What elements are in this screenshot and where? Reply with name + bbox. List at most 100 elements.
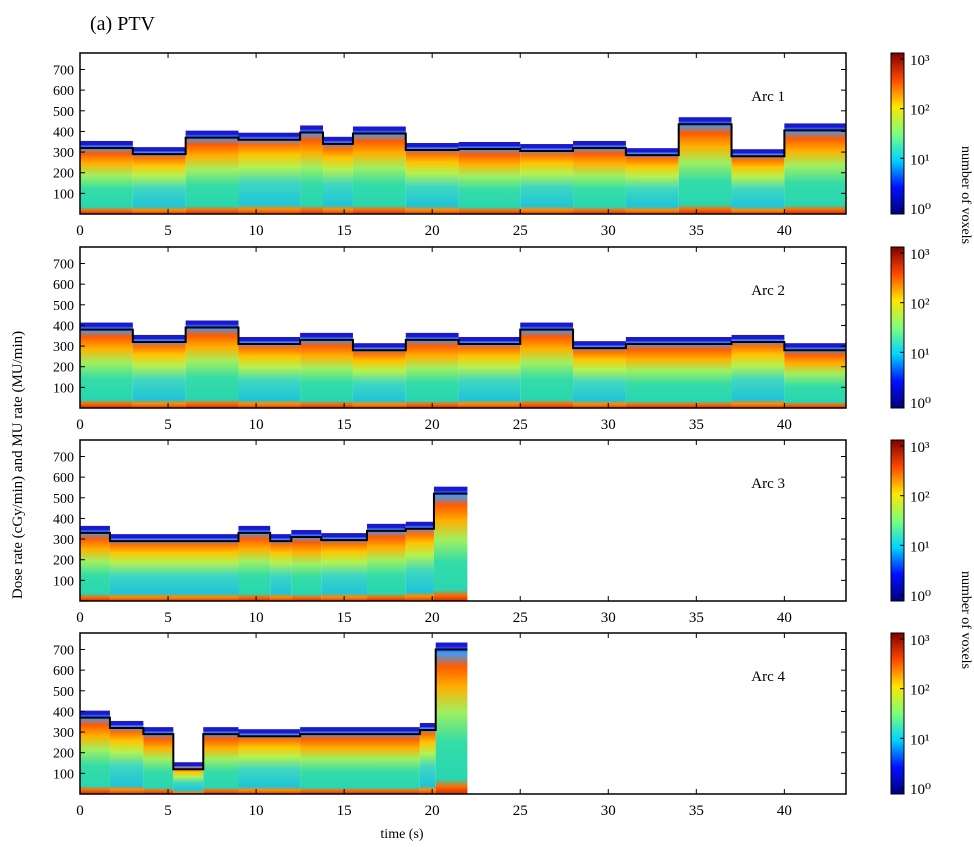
heatmap-column-top-edge	[291, 530, 322, 535]
heatmap-column	[405, 146, 459, 214]
heatmap-column	[132, 150, 186, 214]
x-tick-label: 25	[513, 223, 528, 239]
heatmap-column	[458, 144, 521, 214]
colorbar-tick-label: 10⁰	[910, 396, 931, 412]
panel-label: Arc 3	[751, 476, 785, 492]
mu-rate-line	[80, 123, 846, 158]
x-tick-label: 0	[76, 803, 84, 819]
colorbar-tick-label: 10⁰	[910, 202, 931, 218]
heatmap-column	[520, 325, 574, 408]
y-tick-label: 100	[53, 381, 74, 396]
heatmap-column	[352, 346, 406, 408]
heatmap-column	[80, 143, 133, 214]
x-tick-label: 30	[601, 223, 616, 239]
y-tick-label: 700	[53, 64, 74, 79]
heatmap-column	[573, 344, 626, 408]
mu-rate-line	[80, 648, 468, 771]
panel-arc-1: 0 5 10 15 20 25 30 35 40 100 200 300 400 500 600 700 Arc…	[53, 52, 931, 239]
heatmap-column-top-edge	[625, 337, 732, 342]
y-tick-label: 600	[53, 278, 74, 293]
heatmap-column	[238, 340, 301, 408]
colorbar	[890, 52, 905, 215]
colorbar-tick-label: 10²	[910, 683, 930, 699]
y-tick-label: 700	[53, 258, 74, 273]
colorbar-label-bottom: number of voxels	[958, 571, 973, 669]
axes-frame	[79, 52, 847, 215]
heatmap-column	[625, 340, 732, 408]
heatmap-column	[435, 645, 468, 794]
heatmap-column-top-edge	[352, 343, 406, 348]
y-tick-label: 100	[53, 767, 74, 782]
x-tick-label: 30	[601, 803, 616, 819]
heatmap-column-top-edge	[367, 523, 406, 528]
x-tick-label: 10	[249, 610, 264, 626]
x-tick-label: 15	[337, 417, 352, 433]
heatmap-column	[784, 126, 846, 214]
heatmap-column-top-edge	[300, 727, 420, 732]
heatmap-column-top-edge	[458, 337, 521, 342]
heatmap-column	[80, 528, 110, 601]
x-tick-label: 35	[689, 803, 704, 819]
heatmap-column-top-edge	[238, 729, 301, 734]
mu-rate-line	[80, 492, 468, 543]
heatmap-column	[323, 139, 353, 214]
panel-label: Arc 4	[751, 669, 785, 685]
colorbar-tick-label: 10³	[910, 440, 930, 456]
heatmap-column-top-edge	[270, 534, 292, 539]
heatmap-column-top-edge	[731, 334, 785, 339]
y-tick-label: 500	[53, 105, 74, 120]
colorbar	[890, 632, 905, 795]
heatmap-column	[520, 147, 574, 214]
heatmap-column-top-edge	[678, 117, 732, 122]
panels: 0 5 10 15 20 25 30 35 40100200300400500600700Arc…	[53, 52, 931, 819]
colorbar-tick-label: 10¹	[910, 539, 930, 555]
y-tick-label: 400	[53, 512, 74, 527]
y-tick-label: 400	[53, 705, 74, 720]
x-tick-label: 10	[249, 223, 264, 239]
x-tick-label: 40	[777, 610, 792, 626]
heatmap-column-top-edge	[109, 720, 144, 725]
heatmap-column-top-edge	[352, 126, 406, 131]
heatmap-column-top-edge	[80, 525, 110, 530]
figure-title: (a) PTV	[90, 13, 156, 35]
colorbar-tick-label: 10²	[910, 297, 930, 313]
colorbar-tick-label: 10¹	[910, 732, 930, 748]
heatmap-column	[433, 489, 468, 601]
y-tick-label: 400	[53, 319, 74, 334]
heatmap-column-top-edge	[173, 762, 204, 767]
heatmap-column-top-edge	[132, 147, 186, 152]
heatmap-column-top-edge	[238, 525, 271, 530]
panel-label: Arc 1	[751, 89, 785, 105]
heatmap-column	[300, 128, 324, 214]
x-tick-label: 15	[337, 610, 352, 626]
y-tick-label: 200	[53, 167, 74, 182]
heatmap-column-top-edge	[731, 149, 785, 154]
y-tick-label: 300	[53, 340, 74, 355]
heatmap-column	[300, 730, 420, 794]
colorbar-label-top: number of voxels	[958, 146, 973, 244]
heatmap-column-top-edge	[185, 320, 239, 325]
heatmap-column	[270, 537, 292, 601]
x-tick-label: 20	[425, 803, 440, 819]
heatmap-column-top-edge	[323, 136, 353, 141]
axes-frame	[79, 632, 847, 795]
heatmap-column	[238, 528, 271, 601]
x-tick-label: 40	[777, 417, 792, 433]
colorbar-tick-label: 10²	[910, 490, 930, 506]
heatmap-column-top-edge	[143, 727, 174, 732]
y-tick-label: 300	[53, 146, 74, 161]
y-tick-label: 200	[53, 361, 74, 376]
y-tick-label: 600	[53, 664, 74, 679]
heatmap-column-top-edge	[203, 727, 239, 732]
y-tick-label: 200	[53, 554, 74, 569]
x-tick-label: 35	[689, 223, 704, 239]
colorbar	[890, 439, 905, 602]
y-tick-label: 600	[53, 471, 74, 486]
heatmap-column-top-edge	[419, 723, 436, 728]
heatmap-column	[143, 730, 174, 794]
panel-arc-3: 0 5 10 15 20 25 30 35 40 100 200 300 400 500 600 700 Arc…	[53, 439, 931, 626]
heatmap-column-top-edge	[80, 322, 133, 327]
heatmap-column-top-edge	[784, 123, 846, 128]
x-tick-label: 25	[513, 417, 528, 433]
colorbar-tick-label: 10³	[910, 53, 930, 69]
